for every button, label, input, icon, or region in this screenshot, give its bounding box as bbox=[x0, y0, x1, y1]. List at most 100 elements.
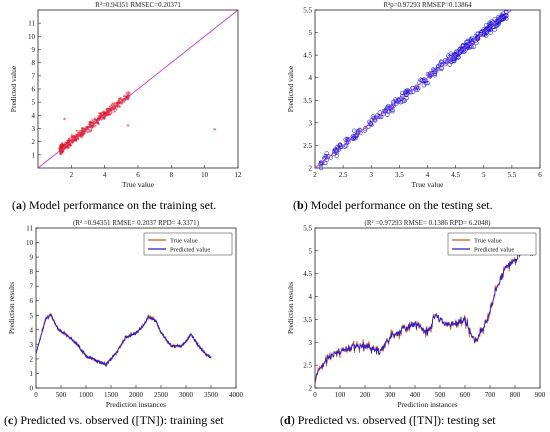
data-point-b bbox=[401, 98, 406, 103]
y-tick-label-a-4: 5 bbox=[32, 99, 36, 107]
data-point-a: * bbox=[104, 115, 107, 121]
data-point-a: * bbox=[108, 111, 111, 117]
data-point-a: * bbox=[76, 137, 79, 143]
data-point-a: * bbox=[74, 139, 77, 145]
x-tick-label-b-2: 3 bbox=[370, 171, 374, 179]
caption-d-text: Predicted vs. observed ([TN]): testing s… bbox=[294, 413, 496, 427]
data-point-a: * bbox=[60, 151, 63, 157]
x-tick-label-b-6: 5 bbox=[482, 171, 486, 179]
y-tick-label-d-4: 4 bbox=[309, 293, 313, 301]
data-point-a: * bbox=[113, 111, 116, 117]
y-axis-label-d: Prediction results bbox=[286, 282, 295, 334]
data-point-b bbox=[487, 22, 492, 27]
x-tick-label-b-3: 3.5 bbox=[395, 171, 404, 179]
data-point-a: * bbox=[127, 97, 130, 103]
data-point-a: * bbox=[72, 138, 75, 144]
data-point-a: * bbox=[71, 140, 74, 146]
data-point-a: * bbox=[118, 105, 121, 111]
data-point-a: * bbox=[74, 137, 77, 143]
data-point-a: * bbox=[75, 130, 78, 136]
data-point-a: * bbox=[116, 101, 119, 107]
caption-c-letter: c bbox=[8, 413, 14, 427]
data-point-a: * bbox=[82, 127, 85, 133]
caption-d: (d) Predicted vs. observed ([TN]): testi… bbox=[280, 413, 496, 427]
data-point-a: * bbox=[121, 99, 124, 105]
data-point-a: * bbox=[106, 112, 109, 118]
data-point-a: * bbox=[120, 102, 123, 108]
data-point-b bbox=[471, 44, 477, 49]
data-point-a: * bbox=[61, 143, 64, 149]
data-point-a: * bbox=[78, 130, 81, 136]
data-point-a: * bbox=[80, 130, 83, 136]
data-point-a: * bbox=[73, 139, 76, 145]
data-point-a: * bbox=[79, 135, 82, 141]
data-point-a: * bbox=[90, 127, 93, 133]
x-tick-label-c-2: 1000 bbox=[79, 391, 94, 399]
x-tick-label-a-2: 6 bbox=[136, 171, 140, 179]
data-point-a: * bbox=[125, 97, 128, 103]
data-point-b bbox=[353, 136, 358, 141]
data-point-a: * bbox=[68, 144, 71, 150]
data-point-a: * bbox=[100, 113, 103, 119]
data-point-a: * bbox=[71, 139, 74, 145]
data-point-a: * bbox=[110, 108, 113, 114]
data-point-b bbox=[439, 59, 444, 65]
data-point-a: * bbox=[116, 105, 119, 111]
data-point-a: * bbox=[117, 105, 120, 111]
data-point-a: * bbox=[116, 104, 119, 110]
data-point-a: * bbox=[68, 143, 71, 149]
data-point-a: * bbox=[69, 145, 72, 151]
data-point-a: * bbox=[59, 151, 62, 157]
y-tick-label-b-7: 5.5 bbox=[303, 7, 312, 15]
data-point-a: * bbox=[75, 140, 78, 146]
data-point-a: * bbox=[125, 92, 128, 98]
y-tick-label-a-9: 10 bbox=[28, 33, 36, 41]
data-point-a: * bbox=[61, 144, 64, 150]
x-tick-label-d-4: 400 bbox=[410, 391, 421, 399]
data-point-a: * bbox=[91, 119, 94, 125]
data-point-b bbox=[391, 99, 396, 105]
y-tick-label-c-9: 9 bbox=[30, 254, 34, 262]
data-point-b bbox=[489, 19, 495, 24]
data-point-a: * bbox=[95, 121, 98, 127]
x-tick-label-c-4: 2000 bbox=[129, 391, 144, 399]
data-point-a: * bbox=[112, 108, 115, 114]
data-point-b bbox=[336, 147, 341, 152]
data-point-a: * bbox=[71, 136, 74, 142]
data-point-a: * bbox=[62, 146, 65, 152]
identity-line-b bbox=[314, 9, 513, 169]
data-point-a: * bbox=[63, 146, 66, 152]
data-point-b bbox=[334, 153, 340, 159]
data-point-a: * bbox=[114, 106, 117, 112]
data-point-b bbox=[334, 148, 339, 153]
y-tick-label-a-5: 6 bbox=[32, 86, 36, 94]
data-point-a: * bbox=[87, 126, 90, 132]
data-point-a: * bbox=[89, 121, 92, 127]
data-point-b bbox=[425, 72, 431, 77]
identity-line-a bbox=[37, 9, 239, 169]
data-point-a: * bbox=[90, 121, 93, 127]
data-point-a: * bbox=[59, 150, 62, 156]
caption-c: (c) Predicted vs. observed ([TN]): train… bbox=[4, 413, 224, 427]
data-point-a: * bbox=[59, 150, 62, 156]
data-point-a: * bbox=[70, 140, 73, 146]
data-point-a: * bbox=[63, 143, 66, 149]
data-point-a: * bbox=[74, 139, 77, 145]
x-tick-label-d-2: 200 bbox=[360, 391, 371, 399]
data-point-a: * bbox=[126, 97, 129, 103]
data-point-a: * bbox=[89, 125, 92, 131]
data-point-a: * bbox=[61, 147, 64, 153]
data-point-a: * bbox=[107, 110, 110, 116]
data-point-b bbox=[416, 85, 421, 91]
data-point-a: * bbox=[80, 131, 83, 137]
data-point-a: * bbox=[59, 144, 62, 150]
data-point-a: * bbox=[72, 139, 75, 145]
data-point-a: * bbox=[99, 113, 102, 119]
data-point-a: * bbox=[71, 137, 74, 143]
data-point-b bbox=[362, 128, 368, 133]
y-tick-label-a-1: 2 bbox=[32, 138, 36, 146]
data-point-a: * bbox=[97, 123, 100, 129]
data-point-a: * bbox=[68, 143, 71, 149]
data-point-a: * bbox=[116, 103, 119, 109]
y-tick-label-b-3: 3.5 bbox=[303, 97, 312, 105]
